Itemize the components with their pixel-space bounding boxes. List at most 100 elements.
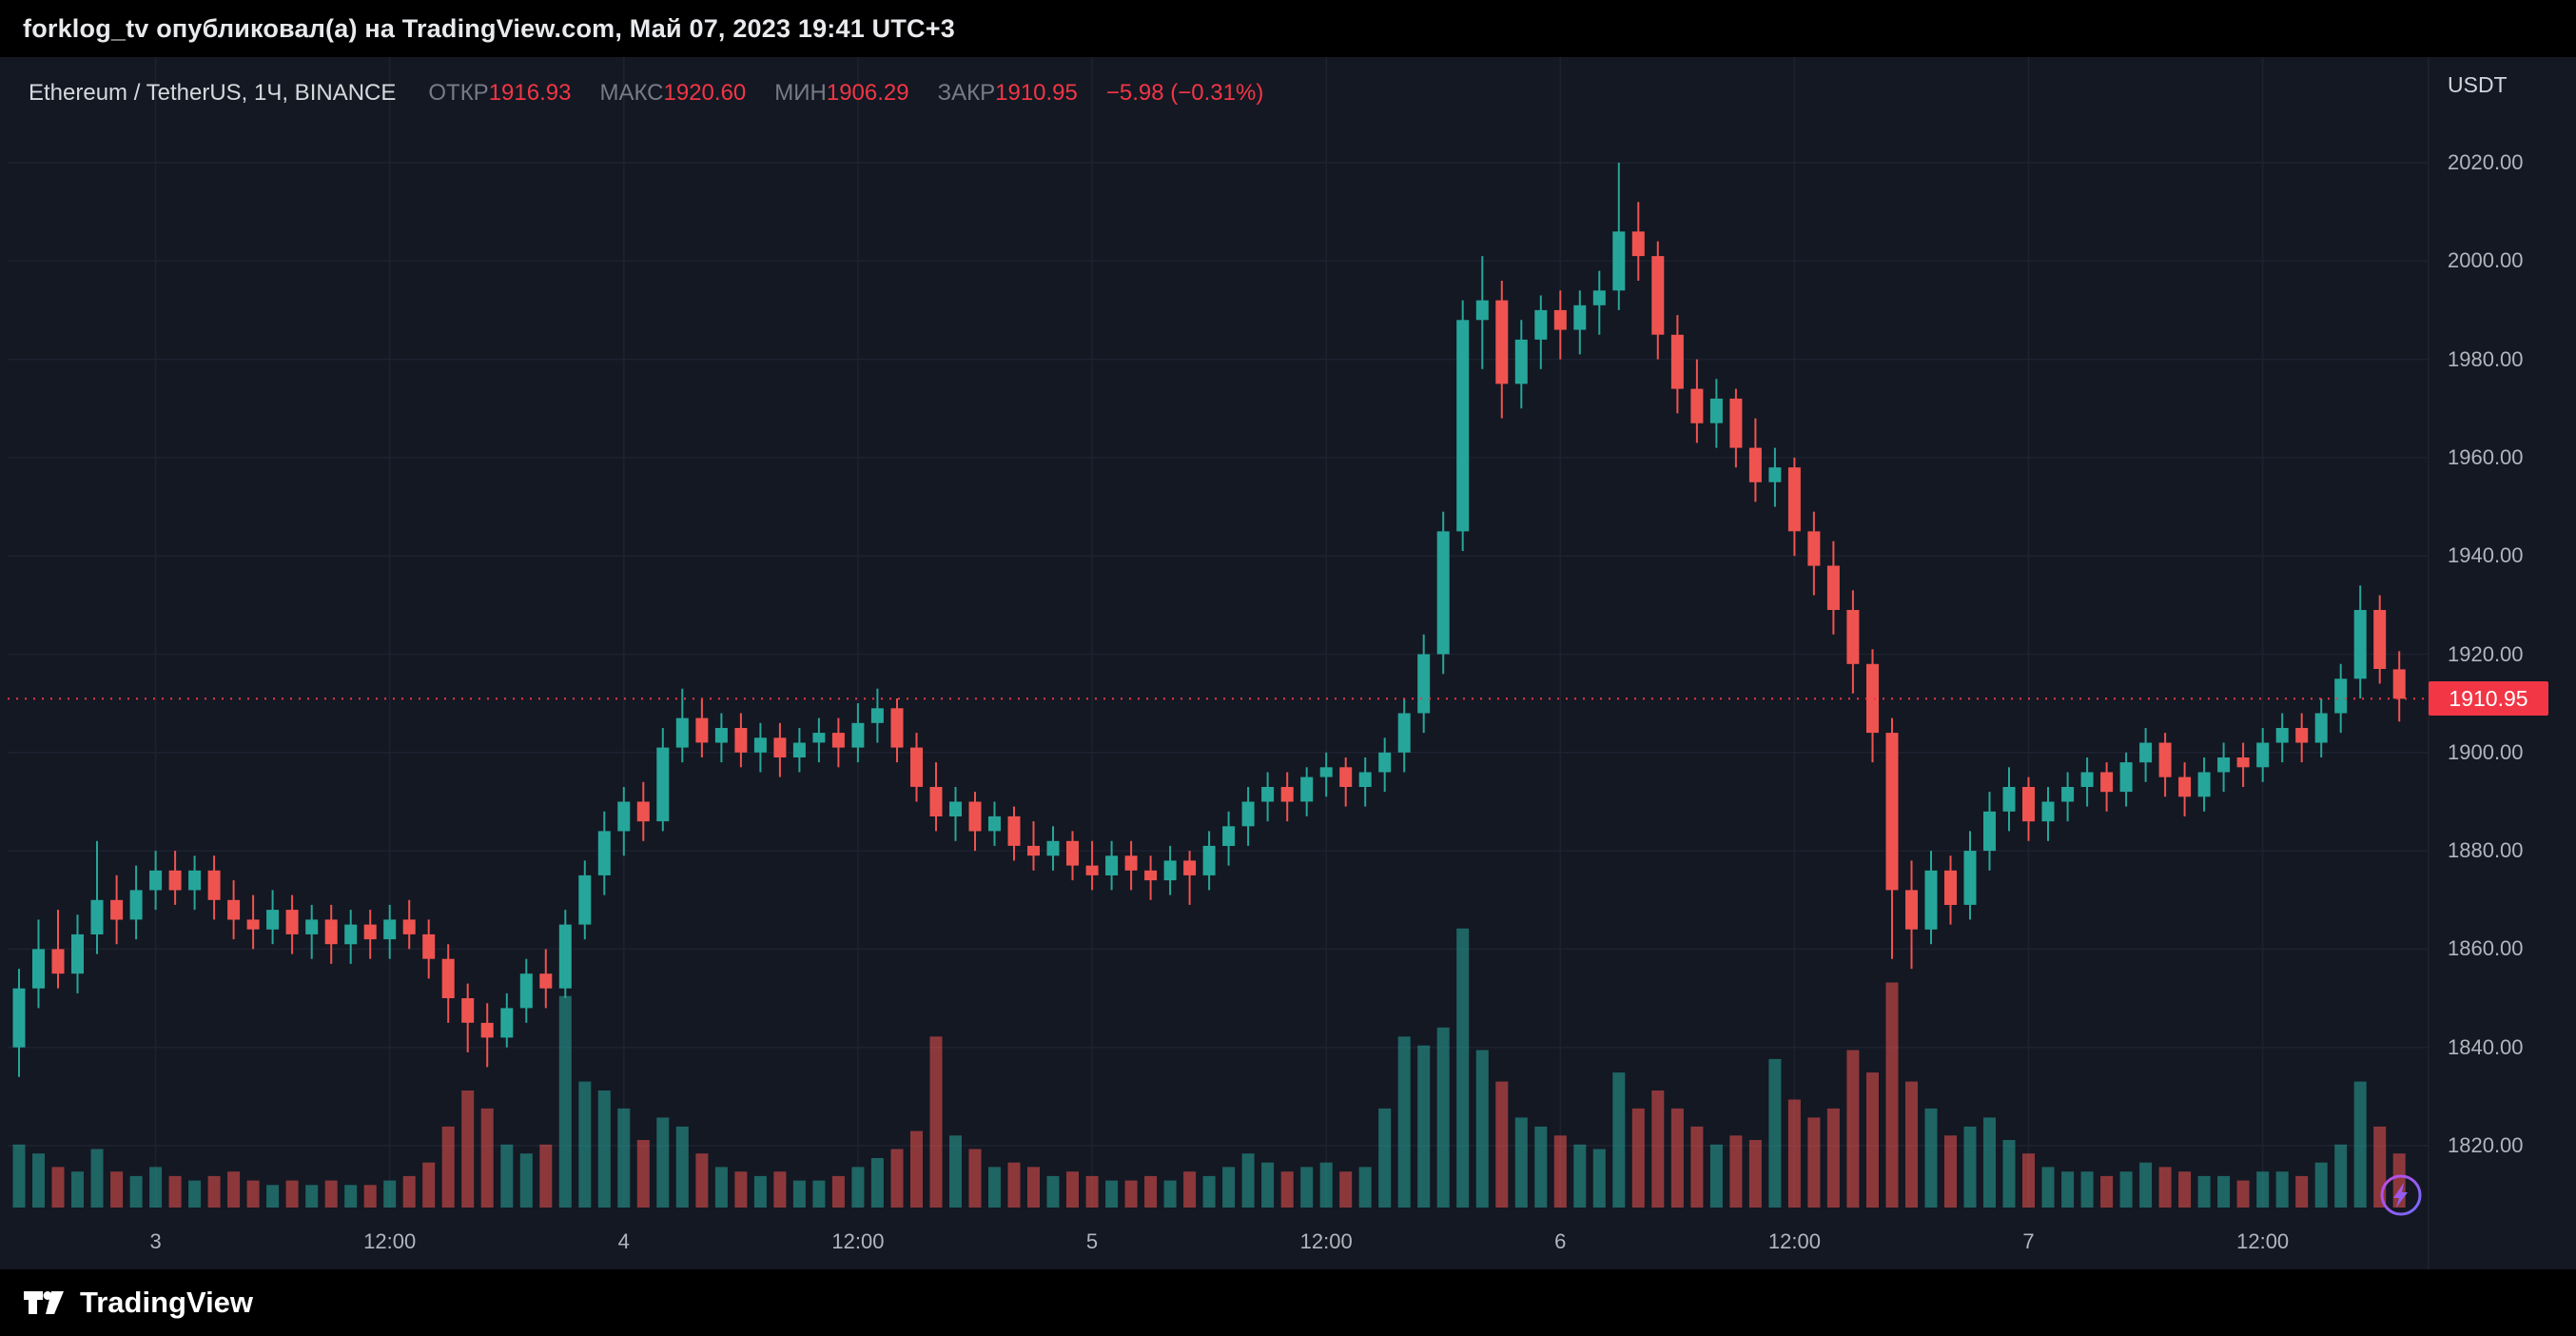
candle[interactable] xyxy=(1339,757,1353,807)
candle[interactable] xyxy=(71,914,84,993)
candle[interactable] xyxy=(1417,634,1431,734)
candle[interactable] xyxy=(188,855,202,911)
candle[interactable] xyxy=(441,944,455,1023)
candle[interactable] xyxy=(1846,590,1860,694)
candle[interactable] xyxy=(1495,281,1509,419)
candle[interactable] xyxy=(402,899,416,950)
candle[interactable] xyxy=(968,792,982,852)
candle[interactable] xyxy=(2158,733,2172,797)
candle[interactable] xyxy=(773,722,787,777)
candle[interactable] xyxy=(207,855,221,920)
lightning-logo-badge[interactable] xyxy=(2378,1172,2424,1218)
candle[interactable] xyxy=(1144,855,1158,900)
tradingview-logo-icon[interactable] xyxy=(23,1289,65,1316)
candle[interactable] xyxy=(695,698,709,757)
candle[interactable] xyxy=(2080,757,2094,807)
candle[interactable] xyxy=(2334,663,2348,734)
candle[interactable] xyxy=(110,874,124,945)
candle[interactable] xyxy=(988,801,1001,846)
candle[interactable] xyxy=(1573,290,1587,355)
candle[interactable] xyxy=(1670,315,1684,414)
candle[interactable] xyxy=(363,910,377,959)
candle[interactable] xyxy=(1787,457,1801,557)
candle[interactable] xyxy=(32,919,45,1009)
candle[interactable] xyxy=(480,1003,494,1068)
candle[interactable] xyxy=(500,992,514,1048)
candle[interactable] xyxy=(1261,772,1275,822)
candle[interactable] xyxy=(129,865,143,940)
candle[interactable] xyxy=(1885,717,1899,959)
candle[interactable] xyxy=(2022,776,2035,841)
candle[interactable] xyxy=(2100,762,2114,812)
candle[interactable] xyxy=(1748,418,1762,502)
candle[interactable] xyxy=(1651,241,1665,360)
candle[interactable] xyxy=(2119,752,2133,807)
candle[interactable] xyxy=(1983,792,1996,871)
candle[interactable] xyxy=(1592,270,1606,335)
candle[interactable] xyxy=(1709,379,1723,448)
candle[interactable] xyxy=(1807,511,1821,596)
candle[interactable] xyxy=(578,860,592,940)
candle[interactable] xyxy=(1202,831,1216,891)
candle[interactable] xyxy=(1456,300,1470,551)
candle[interactable] xyxy=(675,688,689,763)
candle[interactable] xyxy=(2041,787,2055,841)
tradingview-brand-text[interactable]: TradingView xyxy=(80,1286,254,1319)
candle[interactable] xyxy=(305,904,319,959)
candle[interactable] xyxy=(344,910,358,964)
candle[interactable] xyxy=(1124,840,1138,891)
candle[interactable] xyxy=(2217,742,2231,793)
candle[interactable] xyxy=(2295,713,2309,763)
candle[interactable] xyxy=(2373,595,2387,684)
candle[interactable] xyxy=(1690,359,1704,443)
candle[interactable] xyxy=(597,811,611,895)
time-scale[interactable]: 3 12:00 4 12:00 5 12:00 6 12:00 7 12:00 xyxy=(0,1220,2429,1269)
candle[interactable] xyxy=(1358,757,1372,807)
candle[interactable] xyxy=(2002,767,2016,832)
candle[interactable] xyxy=(383,904,397,959)
candle[interactable] xyxy=(1280,772,1294,822)
candle[interactable] xyxy=(636,781,650,841)
candle[interactable] xyxy=(1046,826,1060,871)
candle[interactable] xyxy=(753,722,767,773)
candle[interactable] xyxy=(1514,320,1528,409)
candle[interactable] xyxy=(2256,728,2270,782)
candle[interactable] xyxy=(1027,821,1040,871)
candle[interactable] xyxy=(1612,163,1626,310)
candle[interactable] xyxy=(949,787,962,841)
candle[interactable] xyxy=(734,713,748,768)
candle[interactable] xyxy=(890,698,904,763)
candle[interactable] xyxy=(1085,840,1099,891)
candle[interactable] xyxy=(1866,649,1879,763)
candle[interactable] xyxy=(1319,752,1333,797)
candle[interactable] xyxy=(1163,845,1177,895)
candle[interactable] xyxy=(831,717,845,768)
candle[interactable] xyxy=(2353,585,2367,698)
candle[interactable] xyxy=(266,890,280,945)
candle[interactable] xyxy=(2061,772,2075,822)
candle[interactable] xyxy=(1534,295,1548,369)
candle[interactable] xyxy=(246,894,260,950)
candle[interactable] xyxy=(1378,737,1392,793)
candle[interactable] xyxy=(1924,851,1938,945)
candle[interactable] xyxy=(1300,767,1314,816)
candle[interactable] xyxy=(1631,202,1645,281)
symbol-title[interactable]: Ethereum / TetherUS, 1Ч, BINANCE xyxy=(29,80,397,106)
candle[interactable] xyxy=(1826,540,1840,635)
candle[interactable] xyxy=(851,703,865,763)
candle[interactable] xyxy=(2275,713,2289,763)
candle[interactable] xyxy=(1944,855,1957,925)
candle[interactable] xyxy=(461,983,475,1052)
candle[interactable] xyxy=(1105,840,1119,891)
chart-legend[interactable]: Ethereum / TetherUS, 1Ч, BINANCE ОТКР191… xyxy=(29,80,1263,107)
candle[interactable] xyxy=(812,717,826,763)
candle[interactable] xyxy=(1241,787,1255,846)
candle[interactable] xyxy=(558,910,572,998)
candle[interactable] xyxy=(2314,698,2328,757)
candle[interactable] xyxy=(90,840,104,954)
candle[interactable] xyxy=(519,958,533,1023)
candle[interactable] xyxy=(910,733,923,802)
candle[interactable] xyxy=(2197,757,2211,812)
candle[interactable] xyxy=(929,762,943,832)
candle[interactable] xyxy=(1007,806,1021,861)
